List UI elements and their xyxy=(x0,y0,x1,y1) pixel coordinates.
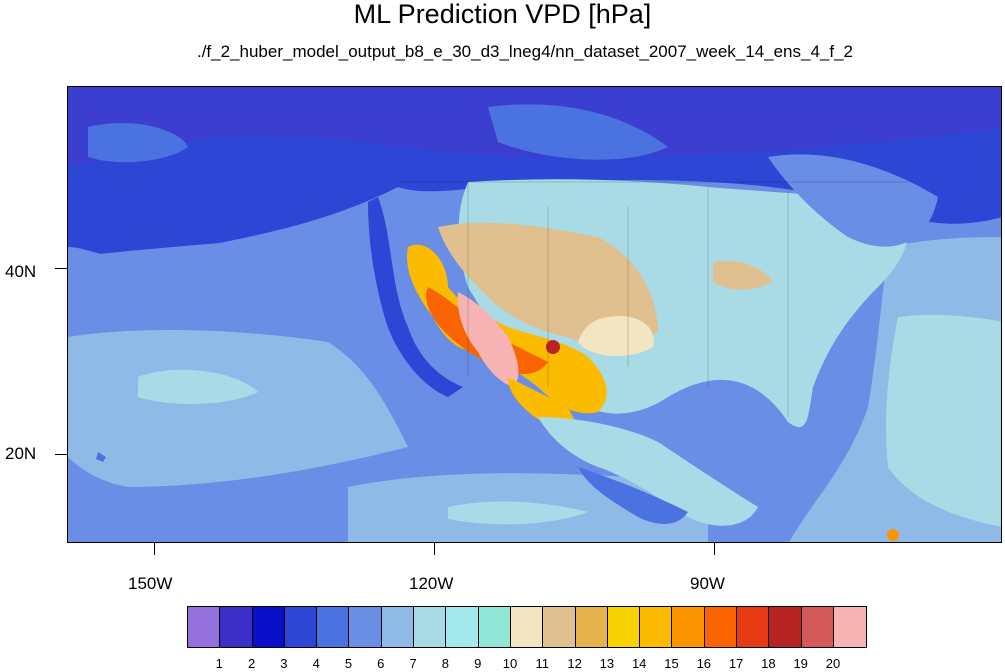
colorbar xyxy=(187,606,868,648)
hawaii-islands xyxy=(96,452,106,462)
colorbar-swatch xyxy=(833,607,867,647)
south-tropic-patch xyxy=(448,501,588,525)
colorbar-swatch xyxy=(446,607,479,647)
north-canada-patch xyxy=(488,104,668,160)
hotspot xyxy=(546,340,560,354)
tick-40n xyxy=(55,268,67,269)
colorbar-swatch xyxy=(381,607,415,647)
lon-label-150w: 150W xyxy=(128,574,173,593)
northeast-cool xyxy=(768,154,938,247)
desert-core xyxy=(457,292,519,387)
colorbar-label: 6 xyxy=(377,656,385,671)
colorbar-swatch xyxy=(252,607,285,647)
colorbar-swatch xyxy=(769,607,802,647)
map-panel xyxy=(67,86,1002,543)
colorbar-label: 4 xyxy=(312,656,320,671)
colorbar-swatch xyxy=(543,607,576,647)
boundary-lines xyxy=(398,181,908,417)
colorbar-swatch xyxy=(575,607,608,647)
colorbar-label: 20 xyxy=(825,656,841,671)
colorbar-label: 18 xyxy=(761,656,776,671)
southwest-hot xyxy=(407,244,607,414)
colorbar-label: 8 xyxy=(441,656,449,671)
mexico-coast-cool xyxy=(578,467,688,524)
colorbar-label: 15 xyxy=(664,656,679,671)
colorbar-swatch xyxy=(704,607,738,647)
colorbar-swatch xyxy=(510,607,544,647)
map-subtitle: ./f_2_huber_model_output_b8_e_30_d3_lneg… xyxy=(196,42,854,61)
lat-label-40n: 40N xyxy=(5,262,37,281)
colorbar-swatch xyxy=(188,607,221,647)
lon-label-90w: 90W xyxy=(690,574,725,593)
colorbar-label: 13 xyxy=(599,656,615,671)
colorbar-label: 3 xyxy=(280,656,288,671)
colorbar-label: 17 xyxy=(728,656,744,671)
ohio-valley-warm xyxy=(713,260,773,290)
colorbar-label: 9 xyxy=(474,656,482,671)
plains-warm xyxy=(578,316,654,357)
mexico-warm xyxy=(508,377,578,429)
colorbar-swatch xyxy=(672,607,705,647)
colorbar-swatch xyxy=(349,607,382,647)
colorbar-label: 2 xyxy=(247,656,256,671)
colorbar-label: 19 xyxy=(793,656,808,671)
colorbar-label: 12 xyxy=(567,656,582,671)
colorbar-label: 7 xyxy=(409,656,417,671)
colorbar-label: 5 xyxy=(344,656,353,671)
atlantic-light xyxy=(886,314,1001,527)
colorbar-label: 10 xyxy=(502,656,518,671)
subtropical-band xyxy=(68,330,408,487)
north-pacific-patch xyxy=(88,123,188,163)
tick-120w xyxy=(434,543,435,555)
colorbar-swatch xyxy=(220,607,253,647)
colorbar-swatch xyxy=(737,607,770,647)
colorbar-swatch xyxy=(414,607,447,647)
colorbar-label: 16 xyxy=(696,656,712,671)
colorbar-swatch xyxy=(478,607,511,647)
caribbean-spot xyxy=(887,529,899,541)
mexico-land xyxy=(538,417,758,526)
colorbar-label: 11 xyxy=(535,656,550,671)
southwest-hotter xyxy=(426,287,548,374)
tick-20n xyxy=(55,454,67,455)
vpd-field xyxy=(68,87,1001,542)
colorbar-label: 14 xyxy=(631,656,647,671)
colorbar-swatch xyxy=(317,607,350,647)
lon-label-120w: 120W xyxy=(409,574,454,593)
map-title: ML Prediction VPD [hPa] xyxy=(353,0,652,29)
tick-150w xyxy=(154,543,155,555)
subtropical-patch xyxy=(138,369,258,404)
colorbar-swatch xyxy=(801,607,834,647)
colorbar-label: 1 xyxy=(215,656,223,671)
lat-label-20n: 20N xyxy=(5,444,37,463)
colorbar-swatch xyxy=(284,607,318,647)
interior-west-warm xyxy=(438,222,658,347)
tick-90w xyxy=(714,543,715,555)
colorbar-swatch xyxy=(607,607,641,647)
coastal-streak xyxy=(368,197,463,397)
colorbar-swatch xyxy=(640,607,673,647)
